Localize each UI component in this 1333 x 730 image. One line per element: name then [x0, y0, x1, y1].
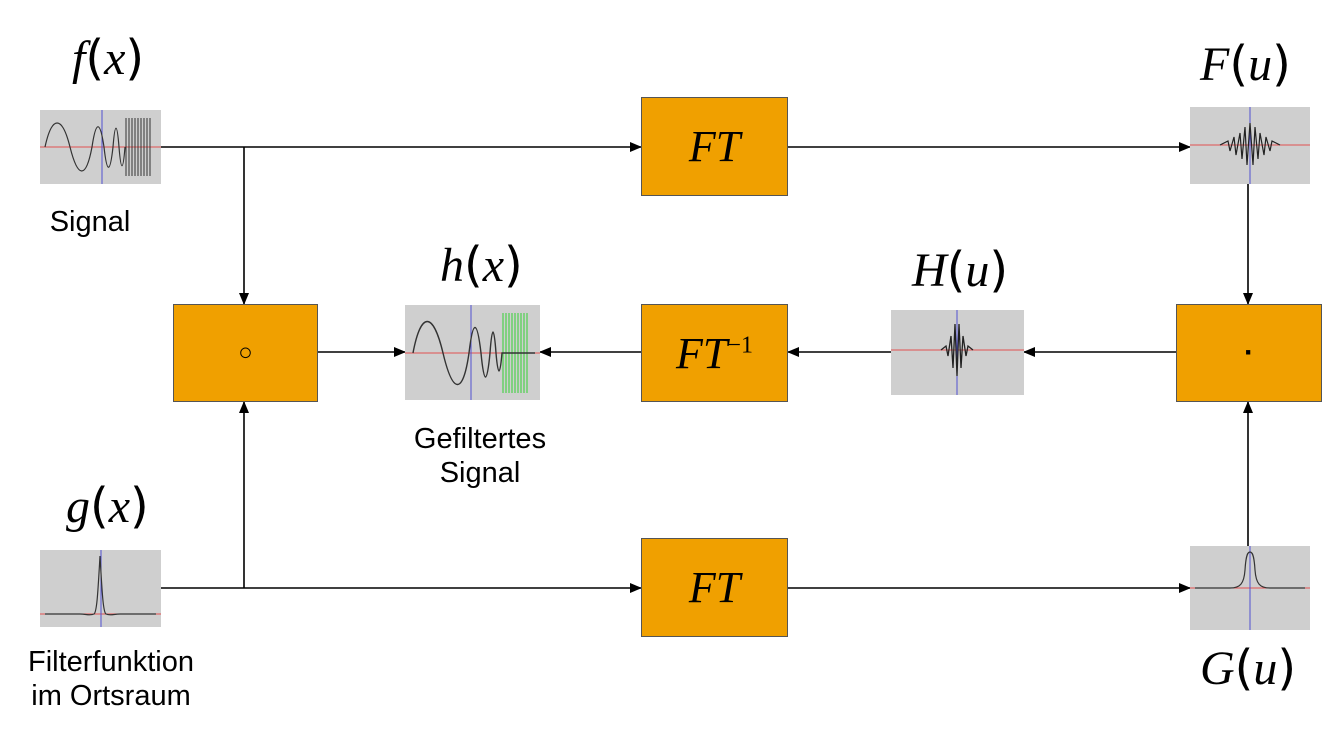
convolution-box: ○ [173, 304, 318, 402]
signal-thumbnail [40, 110, 161, 184]
spectrum-H-thumbnail [891, 310, 1024, 395]
filter-thumbnail [40, 550, 161, 627]
caption-filter-line2: im Ortsraum [31, 680, 191, 712]
caption-filter-function: Filterfunktion im Ortsraum [0, 645, 222, 713]
ft-label-bottom: FT [688, 563, 741, 612]
ft-box-bottom: FT [641, 538, 788, 637]
convolution-operator: ○ [238, 339, 253, 366]
spectrum-F-thumbnail [1190, 107, 1310, 184]
caption-filtered-signal: Gefiltertes Signal [380, 422, 580, 490]
inverse-ft-box: FT−1 [641, 304, 788, 402]
caption-signal: Signal [49, 206, 131, 238]
multiply-box: · [1176, 304, 1322, 402]
ft-label-top: FT [688, 122, 741, 171]
inverse-ft-text: FT [676, 328, 728, 378]
inverse-ft-label: FT−1 [676, 328, 753, 379]
spectrum-G-thumbnail [1190, 546, 1310, 630]
caption-filtered-line1: Gefiltertes [413, 423, 547, 455]
connections [160, 142, 1253, 593]
filtered-signal-thumbnail [405, 305, 540, 400]
caption-filtered-line2: Signal [439, 457, 521, 489]
label-h-of-x: h(x) [440, 237, 523, 293]
caption-filter-line1: Filterfunktion [27, 646, 194, 678]
label-G-of-u: G(u) [1200, 640, 1297, 696]
label-f-of-x: f(x) [72, 30, 145, 86]
label-g-of-x: g(x) [66, 478, 149, 534]
ft-box-top: FT [641, 97, 788, 196]
multiply-operator: · [1244, 336, 1254, 369]
label-H-of-u: H(u) [912, 242, 1009, 298]
label-F-of-u: F(u) [1200, 36, 1291, 92]
inverse-ft-exponent: −1 [727, 331, 753, 358]
